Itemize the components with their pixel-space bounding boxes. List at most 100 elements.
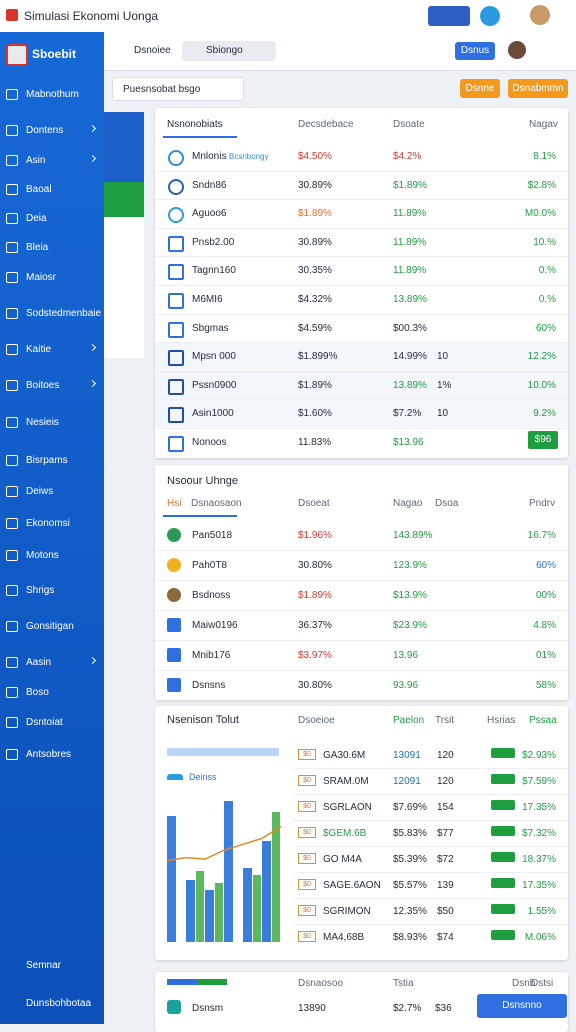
header-underline: [163, 136, 237, 138]
row-badge: [491, 748, 515, 758]
nav-item[interactable]: Maiosr: [26, 272, 57, 283]
nav-footer[interactable]: Dunsbohbotaa: [26, 998, 92, 1009]
row-amount: $8.93%: [393, 932, 427, 943]
row-icon: [168, 150, 184, 166]
brand: Sboebit: [32, 47, 76, 61]
row-name: Maiw0196: [192, 620, 238, 631]
row-price: 36.37%: [298, 620, 332, 631]
nav-item[interactable]: Aasin: [26, 657, 52, 668]
row-icon: [168, 264, 184, 281]
nav-item[interactable]: Boso: [26, 687, 49, 698]
nav-item[interactable]: Asin: [26, 155, 46, 166]
nav-item[interactable]: Antsobres: [26, 749, 72, 760]
nav-icon: [6, 550, 18, 561]
row-change: 123.9%: [393, 560, 427, 571]
chevron: [88, 656, 97, 665]
row-amount: 12091: [393, 776, 421, 787]
nav-icon: [6, 717, 18, 728]
primary-button[interactable]: Dsnsnno: [477, 994, 567, 1018]
row-icon: [168, 436, 184, 452]
nav-item[interactable]: Nesieis: [26, 417, 59, 428]
row-divider: [155, 580, 568, 581]
row-change: $13.9%: [393, 590, 427, 601]
row-icon: [168, 207, 184, 224]
row-name: Sndn86: [192, 179, 227, 191]
nav-item[interactable]: Kaitie: [26, 344, 52, 355]
mini-item[interactable]: [104, 147, 144, 182]
row-name: Pan5018: [192, 530, 233, 541]
row-divider: [293, 898, 568, 899]
nav-item[interactable]: Gonsitigan: [26, 621, 74, 632]
action-button[interactable]: $96: [528, 431, 558, 449]
nav-item[interactable]: Deiws: [26, 486, 54, 497]
orange-button[interactable]: Dsnne: [460, 79, 500, 98]
row-count: $72: [437, 854, 454, 865]
column-header: Dsoa: [435, 498, 459, 509]
mini-item[interactable]: [104, 112, 144, 147]
row-divider: [155, 370, 568, 372]
bottom-card: Dsnaosoo Tstia Dsnb Dstsi Dsnsm 13890 $2.7% $36…: [155, 972, 568, 1032]
row-price: $1.89%: [298, 379, 332, 391]
nav-item[interactable]: Mabnothum: [26, 89, 79, 100]
nav-item[interactable]: Dontens: [26, 125, 64, 136]
nav-icon: [6, 89, 18, 100]
table-card: Nsnonobiats Decsdebace Dsoate Nagav Mnlonis $…: [155, 108, 568, 458]
chevron: [88, 124, 97, 133]
nav-icon: [6, 184, 18, 195]
avatar[interactable]: [530, 5, 550, 25]
nav-item[interactable]: Shrigs: [26, 585, 55, 596]
nav-footer[interactable]: Semnar: [26, 960, 62, 971]
row-pct: 00%: [535, 590, 556, 601]
column-header: Pndrv: [529, 498, 556, 509]
row-value: $2.93%: [522, 750, 556, 761]
row-name: GA30.6M: [323, 750, 366, 761]
mini-item[interactable]: [104, 182, 144, 217]
row-name: Nonoos: [192, 437, 227, 448]
nav-item[interactable]: Ekonomsi: [26, 518, 70, 529]
nav-item[interactable]: Baoal: [26, 184, 52, 195]
nav-item[interactable]: Motons: [26, 550, 59, 561]
nav-item[interactable]: Deia: [26, 213, 47, 224]
row-tag: $0: [298, 879, 316, 890]
chevron: [88, 343, 97, 352]
orange-button[interactable]: Dsnabmmn: [508, 79, 568, 98]
status-icon[interactable]: [480, 6, 500, 26]
column-header: Trsit: [435, 715, 455, 726]
filter-chip[interactable]: Puesnsobat bsgo: [112, 77, 244, 101]
row-icon: [167, 618, 181, 632]
search-text: Sbiongo: [206, 45, 243, 56]
bar: [224, 801, 233, 942]
nav-item[interactable]: Bisrpams: [26, 455, 68, 466]
nav-item[interactable]: Boitoes: [26, 380, 60, 391]
row-price: 30.89%: [298, 236, 332, 248]
row-divider: [155, 313, 568, 315]
row-value: $7.32%: [522, 828, 556, 839]
row-badge: [491, 904, 515, 914]
bar: [252, 875, 261, 942]
column-header: Pssaa: [529, 715, 557, 726]
nav-icon: [6, 272, 18, 283]
row-change: $23.9%: [393, 620, 427, 631]
app-icon: [6, 9, 18, 21]
user-avatar[interactable]: [508, 41, 526, 59]
bar: [262, 841, 271, 942]
nav-item[interactable]: Sodstedmenbaie: [26, 308, 102, 319]
nav-item[interactable]: Dsntoiat: [26, 717, 63, 728]
nav-item[interactable]: Bleia: [26, 242, 49, 253]
row-name: Bsdnoss: [192, 590, 231, 601]
toolbar-buttons[interactable]: [428, 6, 470, 26]
row-divider: [293, 872, 568, 873]
row-amount: $7.69%: [393, 802, 427, 813]
row-name: M6MI6: [192, 294, 223, 305]
row-name: MA4,68B: [323, 932, 365, 943]
search-box[interactable]: Sbiongo: [182, 41, 276, 61]
header-button[interactable]: Dsnus: [455, 42, 495, 60]
row-cell: 13890: [298, 1003, 326, 1014]
chevron: [88, 379, 97, 388]
row-sub: Bcsnbongy: [229, 152, 269, 161]
row-price: 11.83%: [298, 437, 332, 448]
row-icon: [168, 350, 184, 367]
row-name: SGRIMON: [323, 906, 371, 917]
row-count: $74: [437, 932, 454, 943]
row-icon: [168, 235, 184, 252]
